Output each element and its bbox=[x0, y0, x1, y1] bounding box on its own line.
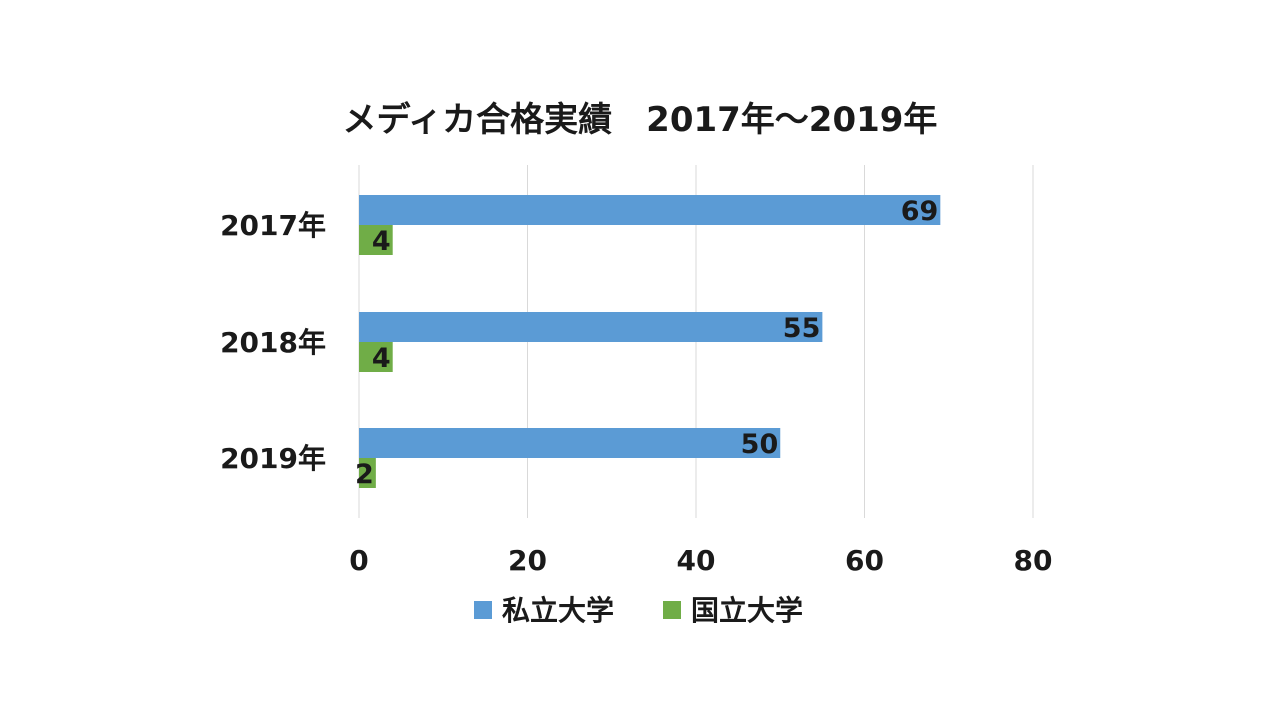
data-label: 4 bbox=[372, 226, 391, 257]
data-label: 55 bbox=[783, 313, 821, 344]
data-label: 50 bbox=[741, 429, 779, 460]
bar-private bbox=[359, 312, 823, 342]
data-label: 4 bbox=[372, 343, 391, 374]
bars bbox=[359, 195, 941, 488]
labels: 0 20 40 60 80 2017年 69 4 2018年 55 4 2019年 50 2 bbox=[220, 196, 1052, 577]
legend-swatch bbox=[474, 601, 492, 619]
legend-label: 私立大学 bbox=[502, 594, 614, 627]
x-tick-label: 60 bbox=[845, 544, 884, 577]
x-tick-label: 80 bbox=[1014, 544, 1053, 577]
bar-national bbox=[359, 342, 393, 372]
legend-label: 国立大学 bbox=[691, 594, 803, 627]
bar-private bbox=[359, 195, 941, 225]
bar-national bbox=[359, 225, 393, 255]
data-label: 2 bbox=[355, 459, 374, 490]
category-label: 2017年 bbox=[220, 209, 326, 242]
x-tick-label: 40 bbox=[677, 544, 716, 577]
x-tick-label: 0 bbox=[349, 544, 368, 577]
category-label: 2018年 bbox=[220, 326, 326, 359]
legend-swatch bbox=[663, 601, 681, 619]
legend: 私立大学 国立大学 bbox=[474, 594, 803, 627]
data-label: 69 bbox=[901, 196, 939, 227]
category-label: 2019年 bbox=[220, 442, 326, 475]
bar-national bbox=[359, 458, 376, 488]
chart-title: メディカ合格実績 2017年～2019年 bbox=[343, 100, 938, 140]
bar-private bbox=[359, 428, 781, 458]
x-tick-label: 20 bbox=[508, 544, 547, 577]
